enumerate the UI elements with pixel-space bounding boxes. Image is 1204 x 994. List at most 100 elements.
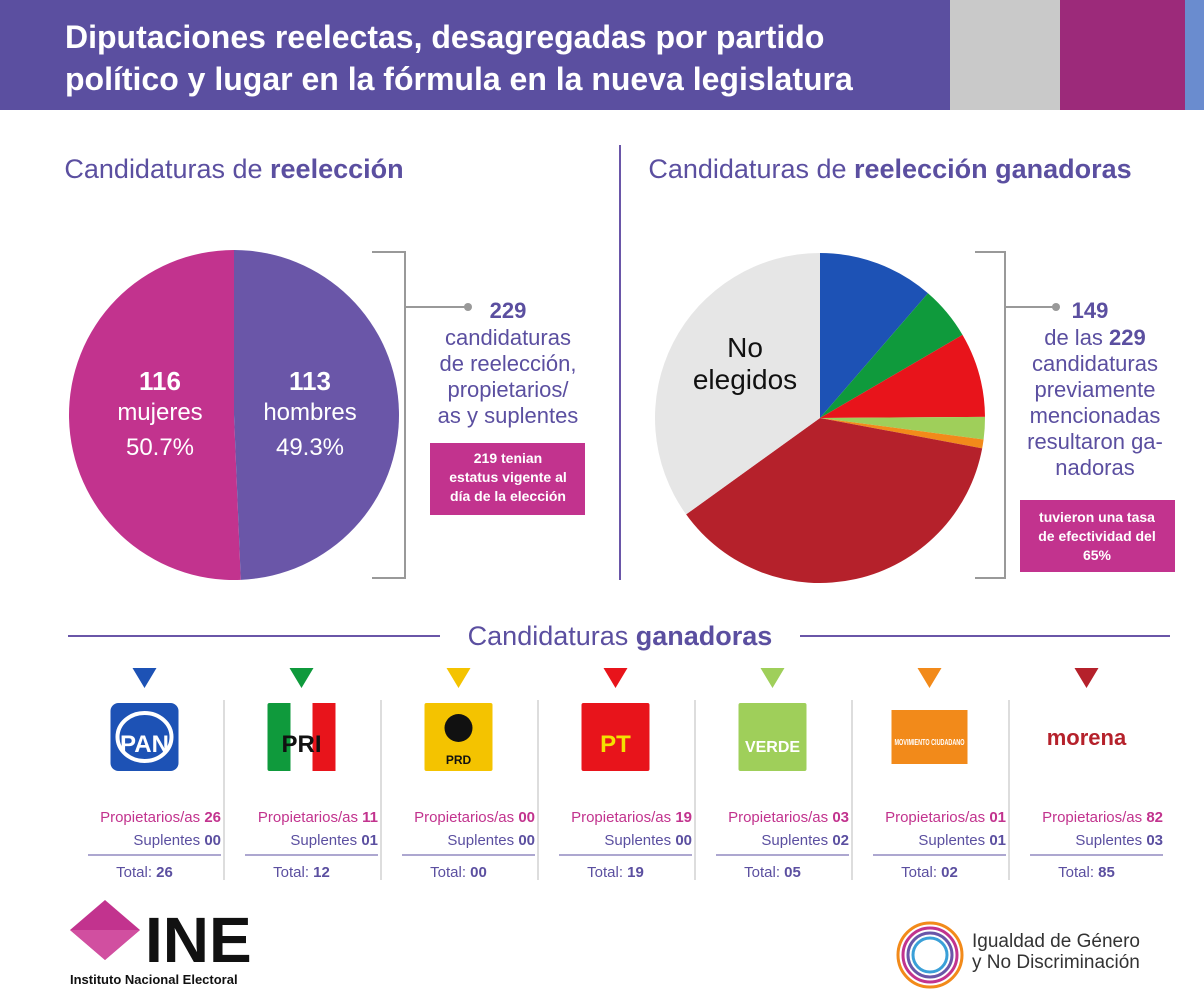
chart-title-part: reelección [270,154,404,184]
pie-slice [234,250,399,580]
note-line: nadoras [1055,455,1135,480]
logo-shape [312,703,336,771]
party-logo: PRD [424,703,493,771]
suplentes-value: 02 [832,832,849,849]
party-logo: VERDE [738,703,807,771]
party-marker [603,668,628,688]
total: Total: 05 [744,864,801,881]
note-box-line: día de la elección [450,488,566,504]
chart-title-part: Candidaturas de [648,154,854,184]
slice-label: hombres [263,399,356,426]
party-marker [917,668,942,688]
note-box [1020,500,1175,572]
slice-label: mujeres [117,399,202,426]
logo-text: VERDE [745,739,800,756]
note-box-line: 65% [1083,547,1112,563]
header-block [1060,0,1185,110]
total-value: 19 [627,864,644,881]
total-value: 12 [313,864,330,881]
total: Total: 19 [587,864,644,881]
party-logo: morena [1047,725,1127,750]
logo-text: PRD [446,753,472,767]
suplentes-value: 03 [1146,832,1163,849]
title: político y lugar en la fórmula en la nue… [65,61,853,97]
propietarios: Propietarios/as 11 [258,809,378,826]
total-label: Total: [901,864,941,881]
suplentes-label: Suplentes [290,832,361,849]
total-label: Total: [430,864,470,881]
party-logo: PRI [267,703,336,771]
note-line-part: de las [1044,325,1109,350]
note-line: de las 229 [1044,325,1146,350]
suplentes-label: Suplentes [133,832,204,849]
suplentes-label: Suplentes [918,832,989,849]
suplentes-label: Suplentes [604,832,675,849]
note-number: 149 [1072,298,1109,323]
logo-shape [290,703,313,771]
slice-label: No [727,332,763,363]
propietarios-label: Propietarios/as [258,809,362,826]
chart-title: Candidaturas de reelección ganadoras [648,154,1131,184]
propietarios-value: 11 [362,809,378,826]
total: Total: 85 [1058,864,1115,881]
igualdad-ring [911,936,949,974]
total-label: Total: [587,864,627,881]
party-marker [132,668,157,688]
bracket [372,251,468,579]
note-line: candidaturas [1032,351,1158,376]
logo-bg [738,703,807,771]
igualdad-ring [906,931,954,979]
total-value: 26 [156,864,173,881]
total-label: Total: [1058,864,1098,881]
note-line: resultaron ga- [1027,429,1163,454]
pie-slice [655,253,820,515]
party-marker [760,668,785,688]
propietarios: Propietarios/as 82 [1042,809,1163,826]
total-value: 02 [941,864,958,881]
slice-label: elegidos [693,364,797,395]
total-value: 05 [784,864,801,881]
propietarios: Propietarios/as 01 [885,809,1006,826]
party-logo: MOVIMIENTO CIUDADANO [891,710,968,764]
suplentes-value: 00 [204,832,221,849]
propietarios-value: 19 [675,809,692,826]
note-line: de reelección, [440,351,577,376]
logo-text: morena [1047,725,1127,750]
suplentes: Suplentes 02 [761,832,849,849]
note-line: as y suplentes [438,403,579,428]
propietarios-label: Propietarios/as [100,809,204,826]
igualdad-ring [896,921,964,989]
logo-text-part: MOVIMIENTO CIUDADANO [895,738,965,747]
suplentes: Suplentes 01 [918,832,1006,849]
total-value: 85 [1098,864,1115,881]
logo-text: PT [600,731,631,758]
suplentes-value: 01 [361,832,378,849]
note-number: 229 [490,298,527,323]
pie-slice [686,418,983,583]
suplentes-value: 00 [518,832,535,849]
suplentes-label: Suplentes [761,832,832,849]
pie-slice [820,334,985,418]
propietarios-value: 00 [518,809,535,826]
note-line-part: 229 [1109,325,1146,350]
header-block [1185,0,1204,110]
note-box-line: 219 tenian [474,450,542,466]
suplentes-label: Suplentes [447,832,518,849]
pie-slice [820,293,963,418]
note-line: previamente [1034,377,1155,402]
pie-slice [820,253,928,418]
logo-shape [115,711,174,763]
section-title-part: ganadoras [636,621,773,651]
logo-text: MOVIMIENTO CIUDADANO [895,738,965,747]
igualdad-ring [901,926,959,984]
title: Diputaciones reelectas, desagregadas por… [65,19,824,55]
ine-text: INE [145,904,252,976]
header-block [950,0,1060,110]
propietarios: Propietarios/as 00 [414,809,535,826]
slice-value: 116 [139,366,181,396]
logo-shape [444,714,473,742]
party-marker [1074,668,1099,688]
slice-percent: 50.7% [126,434,194,461]
total: Total: 12 [273,864,330,881]
